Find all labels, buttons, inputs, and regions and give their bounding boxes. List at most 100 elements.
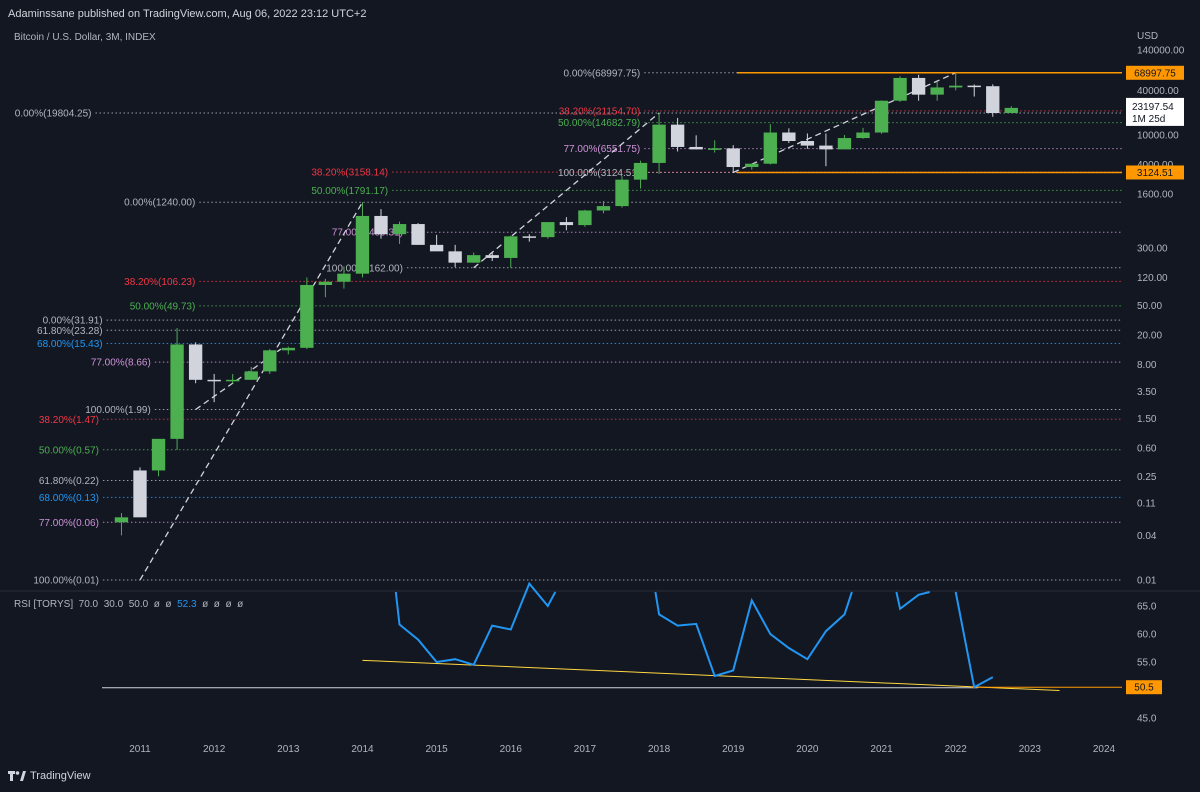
candle-body — [504, 236, 518, 258]
fib-label: 0.00%(19804.25) — [15, 108, 92, 119]
rsi-extra-3: ø — [225, 599, 232, 610]
x-tick-label: 2015 — [425, 744, 448, 755]
fib-label: 77.00%(0.06) — [39, 518, 99, 529]
candle-body — [133, 470, 147, 518]
fib-label: 77.00%(6551.75) — [564, 144, 641, 155]
candle-body — [114, 517, 129, 523]
candle-body — [207, 379, 221, 382]
candle-body — [411, 224, 425, 245]
x-tick-label: 2019 — [722, 744, 745, 755]
candle-body — [837, 138, 852, 150]
fib-label: 68.00%(0.13) — [39, 493, 99, 504]
x-tick-label: 2024 — [1093, 744, 1116, 755]
candle-body — [337, 273, 351, 282]
candle-body — [318, 281, 333, 285]
last-price-label: 23197.54 — [1132, 102, 1174, 113]
candle-body — [522, 236, 536, 238]
rsi-extra-4: ø — [237, 599, 244, 610]
fib-label: 77.00%(8.66) — [91, 358, 151, 369]
tradingview-logo-icon — [8, 771, 26, 781]
candle-body — [1004, 107, 1018, 114]
rsi-tick-label: 60.0 — [1137, 630, 1157, 641]
candle-body — [911, 77, 926, 95]
fib-label: 61.80%(23.28) — [37, 326, 103, 337]
candle-body — [596, 206, 611, 211]
rsi-tick-label: 65.0 — [1137, 602, 1157, 613]
y-tick-label: 3.50 — [1137, 387, 1157, 398]
candle-body — [652, 124, 666, 163]
currency-label: USD — [1137, 31, 1158, 42]
candle-body — [467, 255, 481, 263]
footer-brand[interactable]: TradingView — [8, 770, 91, 782]
candle-body — [800, 141, 815, 146]
trend-dash — [139, 201, 364, 581]
rsi-trendline — [362, 659, 1060, 692]
candle-body — [708, 148, 722, 150]
y-tick-label: 0.11 — [1137, 498, 1156, 509]
x-tick-label: 2013 — [277, 744, 300, 755]
y-tick-label: 20.00 — [1137, 331, 1162, 342]
candle-body — [541, 222, 555, 238]
x-tick-label: 2016 — [500, 744, 523, 755]
fib-label: 38.20%(3158.14) — [311, 168, 388, 179]
fib-label: 0.00%(1240.00) — [124, 198, 195, 209]
candle-body — [967, 85, 981, 88]
published-info: Adaminssane published on TradingView.com… — [8, 8, 367, 20]
x-tick-label: 2021 — [870, 744, 893, 755]
fib-label: 0.00%(68997.75) — [564, 68, 641, 79]
y-tick-label: 0.01 — [1137, 576, 1157, 587]
rsi-param-5: ø — [165, 599, 172, 610]
symbol-title[interactable]: Bitcoin / U.S. Dollar, 3M, INDEX — [14, 32, 156, 43]
rsi-line — [654, 591, 853, 678]
x-tick-label: 2023 — [1019, 744, 1042, 755]
y-tick-label: 10000.00 — [1137, 131, 1179, 142]
x-tick-label: 2020 — [796, 744, 819, 755]
rsi-legend[interactable]: RSI [TORYS] 70.0 30.0 50.0 ø ø 52.3 ø ø … — [14, 599, 243, 610]
x-tick-label: 2011 — [129, 744, 151, 755]
candle-body — [578, 210, 592, 226]
fib-label: 38.20%(1.47) — [39, 415, 99, 426]
rsi-extra-2: ø — [213, 599, 220, 610]
rsi-extra-1: ø — [202, 599, 209, 610]
rsi-line — [895, 591, 930, 611]
x-tick-label: 2018 — [648, 744, 671, 755]
candle-body — [374, 215, 388, 235]
x-tick-label: 2022 — [945, 744, 968, 755]
candle-body — [689, 146, 703, 150]
fib-label: 0.00%(31.91) — [43, 316, 103, 327]
fib-label: 61.80%(0.22) — [39, 476, 99, 487]
countdown-label: 1M 25d — [1132, 114, 1165, 125]
y-tick-label: 50.00 — [1137, 301, 1162, 312]
candle-body — [930, 87, 944, 95]
price-badge — [1126, 165, 1184, 180]
fib-label: 38.20%(21154.70) — [559, 106, 641, 117]
rsi-line — [394, 581, 557, 667]
fib-label: 50.00%(1791.17) — [311, 186, 388, 197]
price-badge-label: 3124.51 — [1137, 168, 1174, 179]
candle-body — [300, 284, 314, 348]
y-tick-label: 1600.00 — [1137, 190, 1174, 201]
price-badge — [1126, 65, 1184, 80]
fib-label: 100.00%(0.01) — [33, 576, 99, 587]
rsi-line — [954, 591, 994, 689]
rsi-badge — [1126, 680, 1162, 695]
candle-body — [782, 132, 796, 142]
candle-body — [448, 251, 462, 263]
rsi-param-4: ø — [153, 599, 160, 610]
x-tick-label: 2017 — [574, 744, 597, 755]
candle-body — [151, 438, 166, 471]
candle-body — [559, 222, 574, 226]
candle-body — [893, 77, 907, 101]
candle-body — [615, 179, 629, 207]
rsi-param-1: 70.0 — [78, 599, 99, 610]
price-badge-label: 68997.75 — [1134, 68, 1176, 79]
x-tick-label: 2014 — [351, 744, 374, 755]
y-tick-label: 0.25 — [1137, 472, 1157, 483]
candle-body — [745, 163, 759, 168]
rsi-param-2: 30.0 — [103, 599, 124, 610]
candle-body — [263, 350, 277, 372]
y-tick-label: 0.04 — [1137, 531, 1157, 542]
candle-body — [226, 379, 240, 382]
